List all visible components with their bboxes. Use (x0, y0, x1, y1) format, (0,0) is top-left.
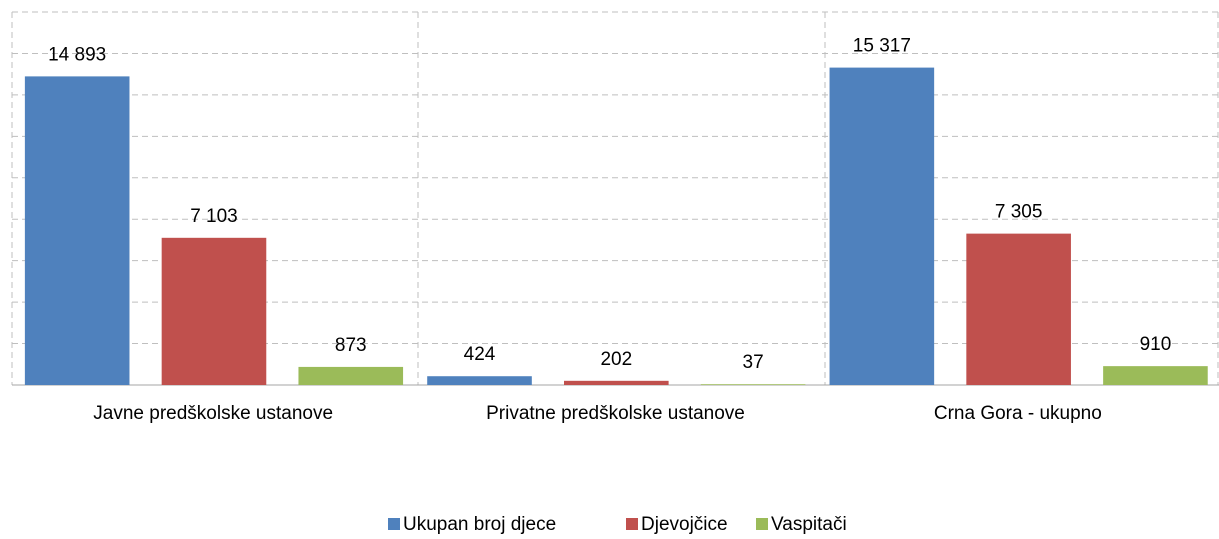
bar (966, 233, 1071, 385)
legend-label: Ukupan broj djece (403, 514, 556, 535)
bar (298, 366, 404, 385)
bar (564, 380, 669, 385)
value-label: 424 (464, 344, 496, 365)
legend-swatch (388, 518, 400, 530)
bar (161, 237, 267, 385)
value-label: 14 893 (48, 44, 106, 65)
x-tick-label: Crna Gora - ukupno (934, 403, 1102, 424)
legend-swatch (626, 518, 638, 530)
value-label: 910 (1140, 334, 1172, 355)
value-label: 7 305 (995, 202, 1043, 223)
bar (829, 67, 935, 386)
x-tick-label: Javne predškolske ustanove (93, 403, 333, 424)
x-tick-label: Privatne predškolske ustanove (486, 403, 745, 424)
bar (24, 76, 130, 385)
value-label: 202 (600, 349, 632, 370)
value-label: 873 (335, 335, 367, 356)
bar (700, 384, 806, 385)
bar (1103, 366, 1208, 385)
value-label: 7 103 (190, 206, 238, 227)
value-label: 15 317 (853, 36, 911, 57)
bar (427, 376, 532, 385)
value-label: 37 (743, 352, 764, 373)
legend-label: Djevojčice (641, 514, 728, 535)
legend-label: Vaspitači (771, 514, 847, 535)
legend-swatch (756, 518, 768, 530)
